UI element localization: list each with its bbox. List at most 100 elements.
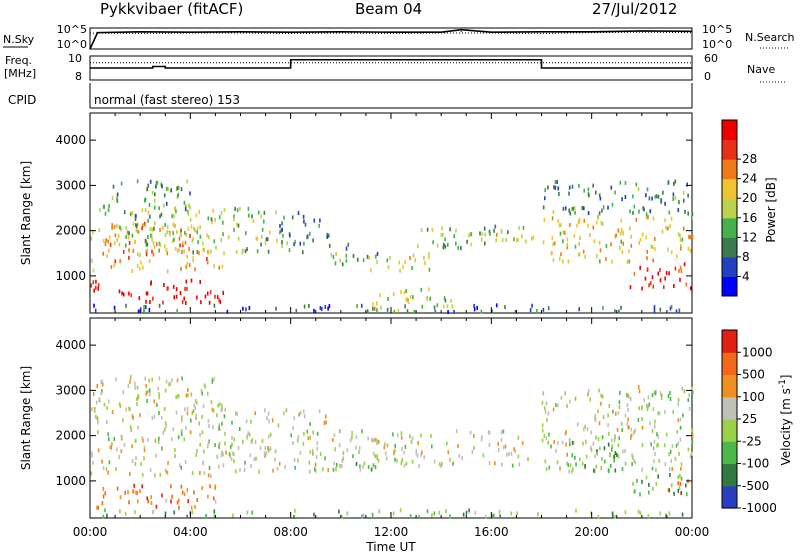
power-cell bbox=[443, 296, 446, 301]
power-cell bbox=[556, 180, 558, 184]
power-cell bbox=[177, 185, 180, 190]
velocity-cell bbox=[541, 400, 544, 405]
velocity-cell bbox=[184, 407, 186, 412]
velocity-cell bbox=[488, 460, 491, 465]
velocity-cell bbox=[180, 429, 183, 433]
velocity-cell bbox=[374, 437, 376, 442]
power-cell bbox=[641, 286, 643, 291]
velocity-cell bbox=[293, 416, 296, 421]
power-cell bbox=[678, 308, 681, 313]
velocity-cell bbox=[607, 468, 610, 473]
velocity-cell bbox=[431, 513, 433, 518]
velocity-cell bbox=[131, 459, 134, 464]
power-cell bbox=[453, 234, 455, 239]
velocity-cell bbox=[194, 399, 197, 403]
velocity-cell bbox=[586, 427, 589, 432]
power-cell bbox=[176, 230, 178, 235]
velocity-cell bbox=[158, 436, 160, 441]
velocity-cell bbox=[569, 463, 572, 468]
velocity-cell bbox=[137, 425, 139, 430]
power-cell bbox=[252, 219, 255, 223]
power-cell bbox=[610, 185, 613, 190]
power-cell bbox=[176, 186, 179, 191]
velocity-cell bbox=[637, 509, 640, 514]
power-ytick-label: 2000 bbox=[55, 224, 86, 238]
velocity-cell bbox=[494, 461, 496, 466]
velocity-cell bbox=[335, 467, 337, 471]
power-cell bbox=[444, 298, 447, 303]
velocity-cell bbox=[183, 492, 186, 497]
velocity-cell bbox=[229, 453, 231, 458]
velocity-cell bbox=[462, 512, 465, 517]
velocity-cell bbox=[166, 470, 169, 475]
power-cell bbox=[158, 248, 160, 253]
velocity-cell bbox=[367, 465, 370, 469]
velocity-cell bbox=[98, 397, 101, 401]
velocity-cell bbox=[220, 408, 223, 413]
power-cell bbox=[137, 252, 139, 257]
velocity-cell bbox=[213, 377, 215, 382]
power-cell bbox=[308, 303, 310, 308]
power-cell bbox=[436, 303, 439, 308]
power-cell bbox=[620, 218, 622, 223]
velocity-cell bbox=[341, 459, 344, 463]
velocity-cell bbox=[688, 393, 690, 398]
power-cell bbox=[144, 208, 147, 212]
power-cell bbox=[621, 228, 623, 233]
power-cell bbox=[679, 277, 681, 282]
power-cell bbox=[155, 242, 158, 247]
power-cell bbox=[655, 194, 658, 199]
power-cell bbox=[481, 232, 483, 237]
power-cell bbox=[261, 234, 263, 239]
velocity-cell bbox=[127, 490, 129, 495]
velocity-cell bbox=[164, 427, 166, 432]
velocity-cell bbox=[271, 418, 274, 423]
velocity-cell bbox=[325, 414, 327, 419]
power-cell bbox=[569, 223, 571, 227]
velocity-cell bbox=[611, 447, 613, 452]
velocity-cell bbox=[374, 465, 377, 470]
velocity-cell bbox=[177, 394, 180, 399]
power-cell bbox=[446, 304, 449, 309]
power-cell bbox=[307, 234, 309, 239]
power-cell bbox=[255, 236, 258, 241]
velocity-cell bbox=[468, 508, 470, 513]
velocity-cell bbox=[128, 500, 130, 505]
power-cell bbox=[120, 181, 123, 186]
power-cell bbox=[189, 217, 192, 222]
power-cell bbox=[145, 291, 148, 296]
velocity-cell bbox=[440, 464, 442, 469]
velocity-colorbar-swatch bbox=[722, 485, 737, 509]
velocity-cell bbox=[516, 511, 518, 516]
velocity-cell bbox=[418, 515, 420, 520]
power-cell bbox=[118, 289, 121, 294]
velocity-cell bbox=[218, 423, 221, 428]
velocity-cell bbox=[611, 511, 614, 516]
power-cell bbox=[624, 195, 627, 199]
velocity-cell bbox=[129, 379, 131, 384]
power-cell bbox=[605, 257, 607, 262]
power-cell bbox=[347, 242, 350, 247]
velocity-cell bbox=[274, 449, 277, 454]
power-cell bbox=[313, 308, 315, 313]
velocity-cell bbox=[681, 512, 684, 517]
power-cell bbox=[326, 234, 328, 239]
velocity-cell bbox=[654, 391, 657, 396]
velocity-cell bbox=[180, 465, 183, 470]
velocity-cell bbox=[589, 397, 591, 402]
power-cell bbox=[611, 259, 613, 264]
velocity-cell bbox=[352, 454, 354, 459]
power-cell bbox=[380, 305, 382, 310]
velocity-cell bbox=[140, 461, 142, 466]
power-cell bbox=[303, 304, 306, 309]
power-cell bbox=[629, 209, 631, 214]
velocity-cell bbox=[224, 441, 226, 446]
velocity-cell bbox=[600, 393, 602, 398]
velocity-cell bbox=[148, 378, 150, 383]
velocity-cell bbox=[132, 415, 135, 420]
velocity-cell bbox=[264, 408, 266, 413]
velocity-cell bbox=[617, 443, 620, 448]
power-cell bbox=[339, 258, 341, 263]
power-cell bbox=[680, 244, 682, 248]
power-cell bbox=[286, 241, 288, 246]
